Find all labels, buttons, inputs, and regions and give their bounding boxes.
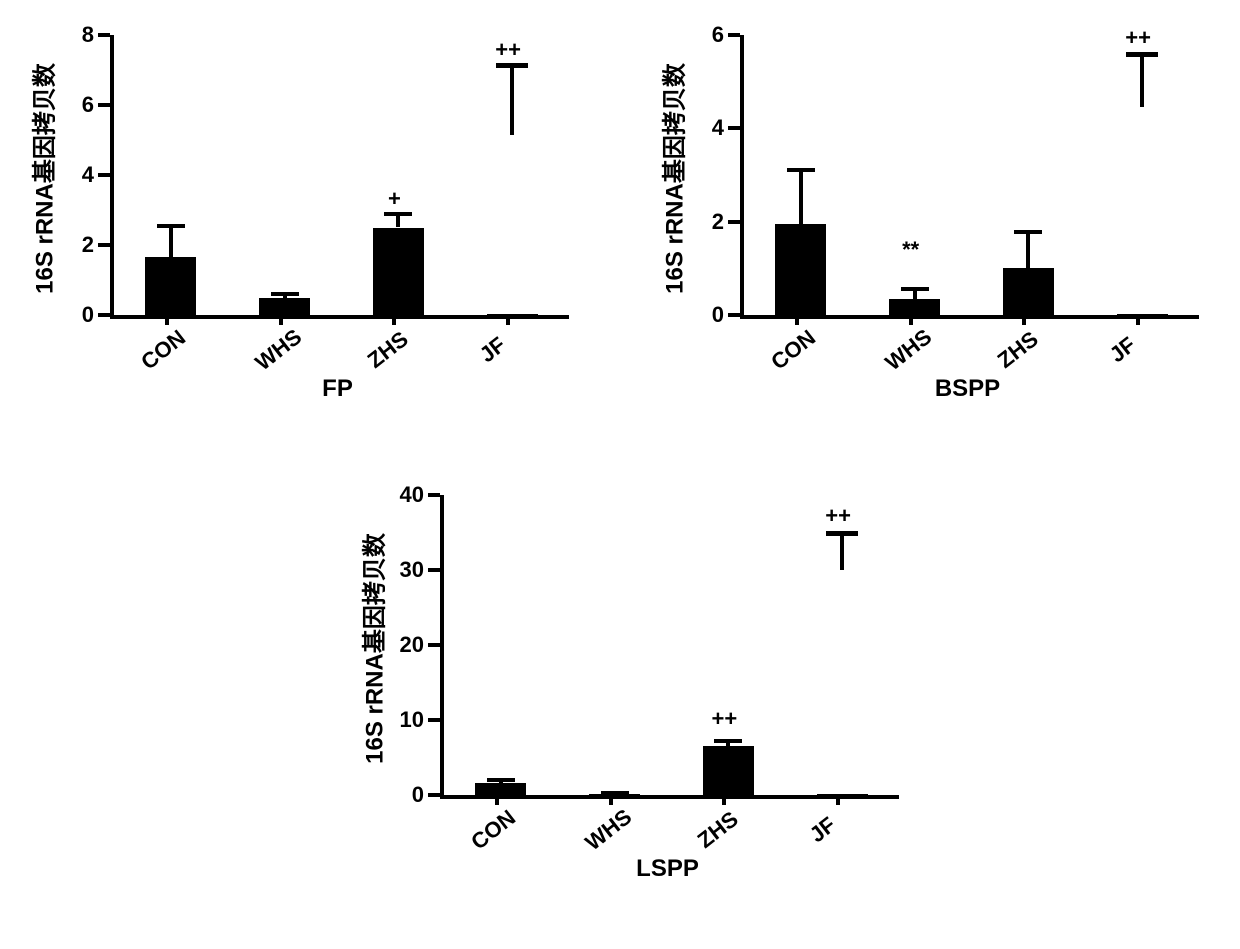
ytick-label: 30 — [390, 557, 424, 583]
ytick-line — [428, 643, 440, 647]
xtick-line — [722, 795, 726, 805]
x-axis-title: BSPP — [908, 375, 1028, 403]
ytick-label: 6 — [60, 92, 94, 118]
error-stem — [1026, 232, 1030, 268]
ytick-line — [728, 220, 740, 224]
plot-area — [440, 495, 899, 799]
panel-lspp: 0 10 20 30 40 CON WHS ZHS ++ JF ++ 16S rRNA基因拷贝数 LSP… — [310, 470, 930, 910]
xtick-line — [836, 795, 840, 805]
ytick-label: 40 — [390, 482, 424, 508]
y-axis-label: 16S rRNA基因拷贝数 — [655, 39, 690, 319]
ytick-line — [428, 793, 440, 797]
bar — [703, 746, 754, 796]
ytick-label: 4 — [60, 162, 94, 188]
xtick-label: WHS — [880, 324, 936, 376]
xtick-line — [165, 315, 169, 325]
xtick-label: ZHS — [363, 326, 414, 374]
bar — [1117, 314, 1168, 315]
ytick-label: 8 — [60, 22, 94, 48]
error-cap — [157, 224, 185, 228]
xtick-label: WHS — [250, 324, 306, 376]
error-cap — [787, 168, 815, 172]
significance-label: ++ — [1125, 25, 1151, 51]
y-axis-label: 16S rRNA基因拷贝数 — [355, 499, 390, 799]
x-axis-title: LSPP — [608, 855, 728, 883]
bar — [259, 298, 310, 315]
ytick-line — [98, 33, 110, 37]
error-stem — [169, 226, 173, 258]
ytick-label: 2 — [60, 232, 94, 258]
ytick-label: 10 — [390, 707, 424, 733]
xtick-label: ZHS — [993, 326, 1044, 374]
jf-marker-cap — [826, 531, 858, 536]
jf-marker-cap — [1126, 52, 1158, 57]
xtick-line — [909, 315, 913, 325]
ytick-line — [98, 313, 110, 317]
ytick-line — [428, 718, 440, 722]
xtick-line — [1022, 315, 1026, 325]
ytick-label: 2 — [690, 209, 724, 235]
ytick-label: 4 — [690, 115, 724, 141]
xtick-line — [609, 795, 613, 805]
error-cap — [1014, 230, 1042, 234]
bar — [1003, 268, 1054, 315]
significance-label: ** — [902, 237, 919, 263]
y-axis-label: 16S rRNA基因拷贝数 — [25, 39, 60, 319]
jf-marker-stem — [510, 65, 514, 135]
ytick-label: 0 — [690, 302, 724, 328]
xtick-line — [1136, 315, 1140, 325]
xtick-line — [795, 315, 799, 325]
x-axis-title: FP — [278, 375, 398, 403]
bar — [889, 299, 940, 315]
ytick-label: 0 — [390, 782, 424, 808]
ytick-line — [428, 568, 440, 572]
panel-bspp: 0 2 4 6 CON WHS ** ZHS JF ++ 16S rRNA基因拷贝数 BSPP — [640, 10, 1240, 410]
plot-area — [110, 35, 569, 319]
ytick-label: 20 — [390, 632, 424, 658]
error-cap — [714, 739, 742, 743]
error-cap — [901, 287, 929, 291]
bar — [487, 314, 538, 315]
xtick-label: JF — [805, 812, 841, 848]
error-stem — [799, 170, 803, 224]
jf-marker-stem — [1140, 54, 1144, 108]
error-cap — [601, 791, 629, 795]
xtick-label: CON — [766, 325, 821, 376]
xtick-line — [506, 315, 510, 325]
xtick-line — [495, 795, 499, 805]
significance-label: ++ — [712, 706, 738, 732]
ytick-line — [728, 126, 740, 130]
xtick-label: ZHS — [693, 806, 744, 854]
bar — [817, 794, 868, 795]
error-cap — [271, 292, 299, 296]
bar — [145, 257, 196, 315]
ytick-line — [98, 103, 110, 107]
ytick-label: 6 — [690, 22, 724, 48]
plot-area — [740, 35, 1199, 319]
error-cap — [487, 778, 515, 782]
bar — [775, 224, 826, 315]
ytick-label: 0 — [60, 302, 94, 328]
error-cap — [384, 212, 412, 216]
xtick-label: JF — [1105, 332, 1141, 368]
bar — [475, 783, 526, 795]
xtick-label: CON — [136, 325, 191, 376]
jf-marker-stem — [840, 533, 844, 571]
ytick-line — [98, 173, 110, 177]
xtick-line — [279, 315, 283, 325]
bar — [373, 228, 424, 316]
ytick-line — [428, 493, 440, 497]
xtick-line — [392, 315, 396, 325]
ytick-line — [98, 243, 110, 247]
ytick-line — [728, 33, 740, 37]
xtick-label: CON — [466, 805, 521, 856]
significance-label: ++ — [825, 503, 851, 529]
jf-marker-cap — [496, 63, 528, 68]
xtick-label: JF — [475, 332, 511, 368]
panel-fp: 0 2 4 6 8 CON WHS ZHS + JF ++ 16S rRNA基因拷贝数 FP — [10, 10, 610, 410]
significance-label: ++ — [495, 37, 521, 63]
xtick-label: WHS — [580, 804, 636, 856]
significance-label: + — [388, 186, 401, 212]
ytick-line — [728, 313, 740, 317]
